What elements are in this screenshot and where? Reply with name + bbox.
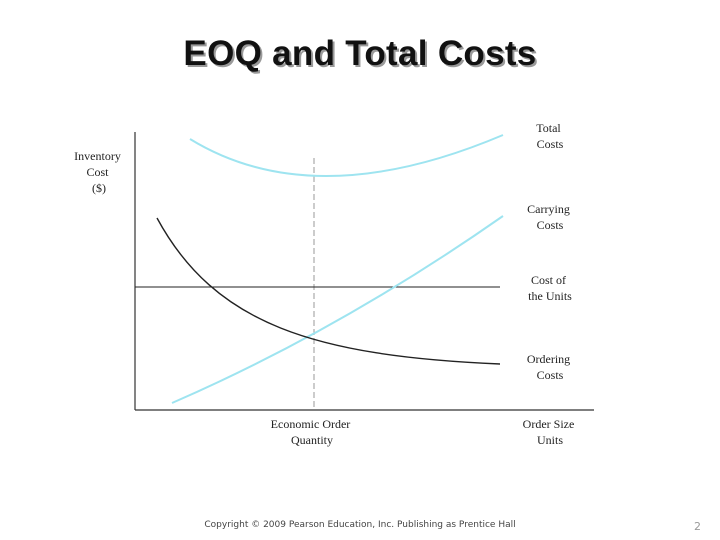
carrying-costs-curve <box>171 215 504 404</box>
y-axis-label: Inventory Cost ($) <box>74 149 124 195</box>
total-costs-curve <box>189 134 504 177</box>
cost-of-units-label: Cost of the Units <box>528 273 572 303</box>
eoq-label: Economic Order Quantity <box>271 417 354 447</box>
x-axis-label: Order Size Units <box>523 417 578 447</box>
copyright-footer: Copyright © 2009 Pearson Education, Inc.… <box>204 520 516 530</box>
carrying-costs-label: Carrying Costs <box>527 202 573 232</box>
ordering-costs-label: Ordering Costs <box>527 352 573 382</box>
ordering-costs-curve <box>156 217 501 365</box>
total-costs-label: Total Costs <box>536 121 564 151</box>
slide-title: EOQ and Total Costs <box>183 34 537 73</box>
page-number: 2 <box>694 520 701 533</box>
